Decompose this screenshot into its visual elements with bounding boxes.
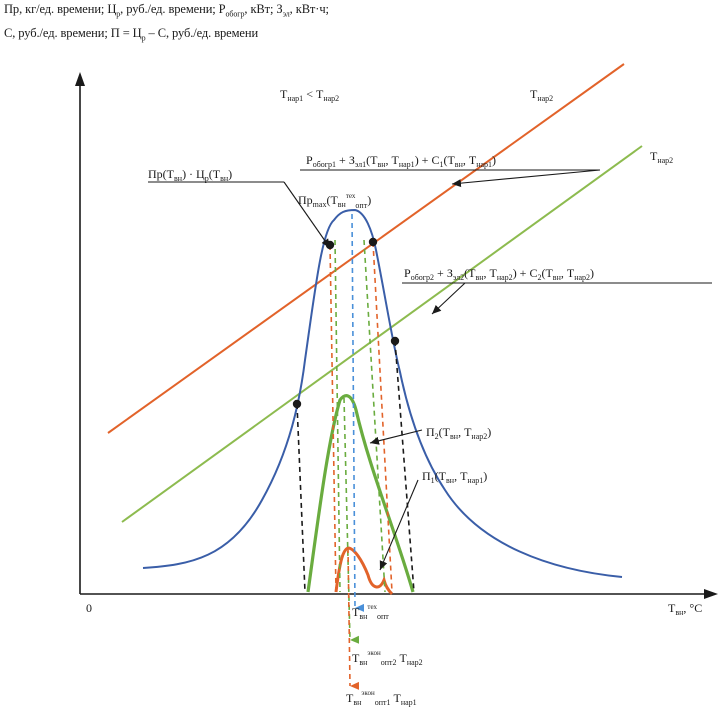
dropline-black-left xyxy=(296,403,306,593)
y-axis-units-line2: С, руб./ед. времени; П = Цр – С, руб./ед… xyxy=(4,26,259,43)
x-axis-label: Tвн, °C xyxy=(668,601,702,617)
dropline-green-right xyxy=(363,239,386,593)
leader-prod-arrow xyxy=(283,181,331,249)
dropline-black-right xyxy=(394,340,415,593)
profit-1-label: П1(Tвн, Tнар1) xyxy=(422,469,487,485)
productivity-curve xyxy=(142,208,623,578)
drop-lines xyxy=(296,213,415,690)
t-econ-opt2-label: Tвнэконопт2 Tнар2 xyxy=(352,649,423,667)
profit-curve-1 xyxy=(334,546,394,596)
leader-eq1-arrow xyxy=(451,169,601,188)
cost-equation-2: Pобогр2 + Зэл2(Tвн, Tнар2) + C2(Tвн, Tна… xyxy=(404,266,594,282)
max-productivity-label: Прmax(Tвнтехопт) xyxy=(298,192,371,210)
dropline-green-left xyxy=(334,239,341,593)
leader-p1-arrow xyxy=(379,479,419,571)
dropline-blue xyxy=(351,213,365,612)
condition-label: Tнар1 < Tнар2 xyxy=(280,87,339,103)
t-tech-opt-label: Tвнтехопт xyxy=(352,603,389,621)
leader-lines xyxy=(148,169,712,571)
leader-eq2-arrow xyxy=(431,282,466,315)
t-econ-opt1-label: Tвнэконопт1 Tнар1 xyxy=(346,689,417,707)
intersection-dot xyxy=(368,237,378,247)
y-axis-units-line1: Пр, кг/ед. времени; Цр, руб./ед. времени… xyxy=(4,2,329,19)
intersection-dot xyxy=(292,399,302,409)
dropline-orange-left xyxy=(329,244,337,593)
leader-p2-arrow xyxy=(369,429,423,445)
origin-label: 0 xyxy=(86,601,92,615)
cost-line-2 xyxy=(121,145,643,523)
revenue-label: Пр(Tвн) · Цр(Tвн) xyxy=(148,167,232,183)
intersection-dot xyxy=(390,336,400,346)
dropline-orange-right xyxy=(372,241,393,593)
x-axis-arrow-icon xyxy=(704,589,718,599)
cost-line-1 xyxy=(107,63,625,434)
dropline-green-axis xyxy=(343,397,360,644)
orange-line-label: Tнар2 xyxy=(530,87,553,103)
y-axis-arrow-icon xyxy=(75,72,85,86)
cost-equation-1: Pобогр1 + Зэл1(Tвн, Tнар1) + C1(Tвн, Tна… xyxy=(306,153,496,169)
profit-2-label: П2(Tвн, Tнар2) xyxy=(426,425,491,441)
green-line-label: Tнар2 xyxy=(650,149,673,165)
